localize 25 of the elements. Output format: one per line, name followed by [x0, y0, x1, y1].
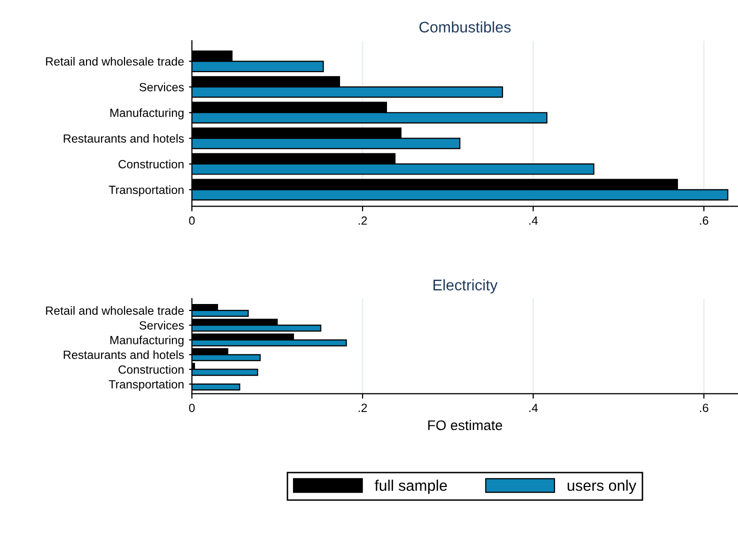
- x-tick-label: .2: [358, 404, 367, 412]
- legend-label: users only: [568, 480, 636, 494]
- y-tick-label: Retail and wholesale trade: [46, 56, 184, 66]
- y-tick-label: Services: [140, 320, 184, 330]
- x-axis-title: FO estimate: [428, 420, 502, 430]
- y-tick-label: Services: [140, 82, 184, 92]
- x-tick-label: .6: [700, 404, 708, 412]
- y-tick-label: Manufacturing: [110, 336, 184, 347]
- legend-label: full sample: [374, 480, 447, 494]
- x-tick-label: 0: [189, 404, 195, 412]
- chart-title: Combustibles: [419, 21, 511, 33]
- y-tick-label: Transportation: [108, 185, 184, 196]
- x-tick-label: .6: [700, 216, 708, 225]
- y-tick-label: Retail and wholesale trade: [46, 306, 184, 315]
- y-tick-label: Restaurants and hotels: [64, 134, 184, 143]
- y-tick-label: Restaurants and hotels: [64, 350, 184, 360]
- x-tick-label: .4: [529, 216, 538, 225]
- x-tick-label: 0: [189, 216, 195, 225]
- y-tick-label: Construction: [118, 160, 184, 168]
- x-tick-label: .4: [529, 404, 538, 412]
- y-tick-label: Manufacturing: [110, 108, 184, 120]
- y-tick-label: Transportation: [108, 380, 184, 391]
- chart-title: Electricity: [434, 279, 498, 294]
- y-tick-label: Construction: [118, 365, 184, 374]
- x-tick-label: .2: [358, 216, 367, 225]
